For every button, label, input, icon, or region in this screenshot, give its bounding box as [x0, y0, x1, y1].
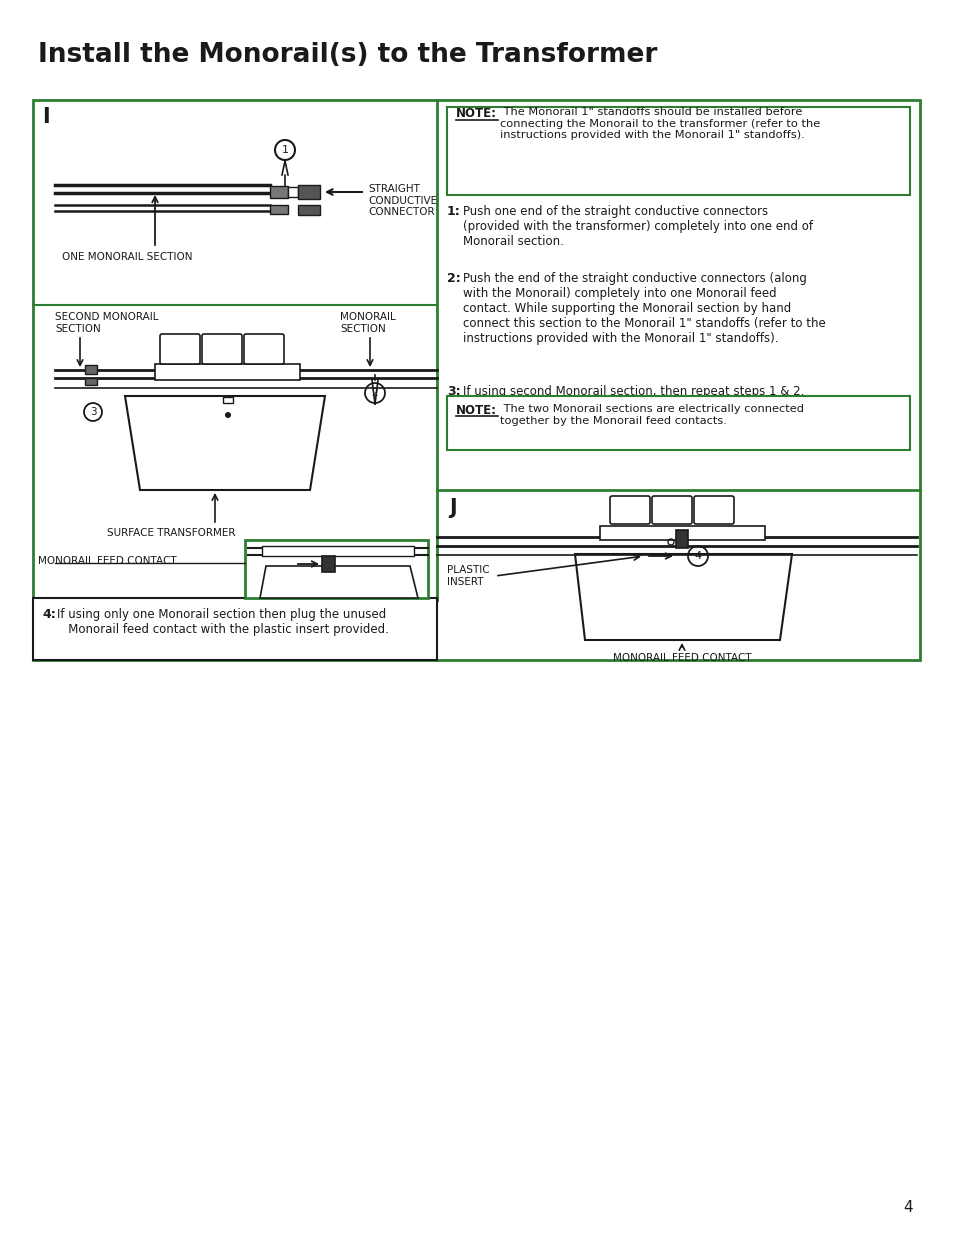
FancyBboxPatch shape: [270, 205, 288, 214]
Text: 4:: 4:: [42, 608, 55, 621]
FancyBboxPatch shape: [223, 396, 233, 403]
Polygon shape: [260, 566, 417, 598]
FancyBboxPatch shape: [202, 333, 242, 364]
FancyBboxPatch shape: [33, 598, 436, 659]
Text: 3:: 3:: [447, 385, 460, 398]
Text: STRAIGHT
CONDUCTIVE
CONNECTOR: STRAIGHT CONDUCTIVE CONNECTOR: [368, 184, 436, 217]
Polygon shape: [125, 396, 325, 490]
FancyBboxPatch shape: [33, 100, 919, 659]
FancyBboxPatch shape: [609, 496, 649, 524]
Text: 1: 1: [281, 144, 288, 156]
FancyBboxPatch shape: [651, 496, 691, 524]
Text: SECOND MONORAIL
SECTION: SECOND MONORAIL SECTION: [55, 312, 158, 333]
Text: J: J: [449, 498, 456, 517]
FancyBboxPatch shape: [160, 333, 200, 364]
Text: SURFACE TRANSFORMER: SURFACE TRANSFORMER: [107, 529, 235, 538]
FancyBboxPatch shape: [245, 540, 428, 598]
Text: If using only one Monorail section then plug the unused
   Monorail feed contact: If using only one Monorail section then …: [57, 608, 389, 636]
FancyBboxPatch shape: [85, 366, 97, 374]
Text: 3: 3: [90, 408, 96, 417]
FancyBboxPatch shape: [447, 396, 909, 450]
FancyBboxPatch shape: [154, 364, 299, 380]
Text: 1:: 1:: [447, 205, 460, 219]
Text: ONE MONORAIL SECTION: ONE MONORAIL SECTION: [62, 252, 193, 262]
FancyBboxPatch shape: [297, 205, 319, 215]
Text: 2:: 2:: [447, 272, 460, 285]
Text: MONORAIL FEED CONTACT: MONORAIL FEED CONTACT: [612, 653, 751, 663]
Text: MONORAIL
SECTION: MONORAIL SECTION: [339, 312, 395, 333]
FancyBboxPatch shape: [297, 185, 319, 199]
FancyBboxPatch shape: [599, 526, 764, 540]
FancyBboxPatch shape: [322, 556, 335, 572]
FancyBboxPatch shape: [262, 546, 414, 556]
Text: The two Monorail sections are electrically connected
together by the Monorail fe: The two Monorail sections are electrical…: [499, 404, 803, 426]
Text: I: I: [42, 107, 50, 127]
FancyBboxPatch shape: [270, 186, 288, 198]
FancyBboxPatch shape: [678, 531, 685, 536]
Text: 4: 4: [694, 551, 700, 561]
Text: 4: 4: [902, 1200, 912, 1215]
FancyBboxPatch shape: [693, 496, 733, 524]
Polygon shape: [575, 555, 791, 640]
FancyBboxPatch shape: [288, 186, 297, 198]
Text: The Monorail 1" standoffs should be installed before
connecting the Monorail to : The Monorail 1" standoffs should be inst…: [499, 107, 820, 141]
Text: NOTE:: NOTE:: [456, 107, 497, 120]
FancyBboxPatch shape: [244, 333, 284, 364]
FancyBboxPatch shape: [447, 107, 909, 195]
Text: 2: 2: [372, 388, 378, 398]
Text: Push one end of the straight conductive connectors
(provided with the transforme: Push one end of the straight conductive …: [462, 205, 812, 248]
Text: Push the end of the straight conductive connectors (along
with the Monorail) com: Push the end of the straight conductive …: [462, 272, 825, 345]
Circle shape: [225, 412, 231, 417]
Text: NOTE:: NOTE:: [456, 404, 497, 417]
Text: Install the Monorail(s) to the Transformer: Install the Monorail(s) to the Transform…: [38, 42, 657, 68]
FancyBboxPatch shape: [676, 530, 687, 548]
Text: MONORAIL FEED CONTACT: MONORAIL FEED CONTACT: [38, 556, 176, 566]
Text: PLASTIC
INSERT: PLASTIC INSERT: [447, 564, 489, 587]
Text: If using second Monorail section, then repeat steps 1 & 2.: If using second Monorail section, then r…: [462, 385, 803, 398]
FancyBboxPatch shape: [85, 378, 97, 385]
